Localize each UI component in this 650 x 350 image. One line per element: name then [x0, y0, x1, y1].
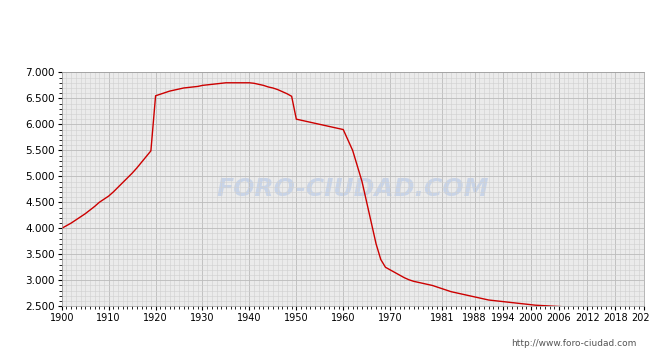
Text: Baños de la Encina (Municipio) - Evolucion del numero de Habitantes: Baños de la Encina (Municipio) - Evoluci…	[95, 14, 555, 27]
Text: FORO-CIUDAD.COM: FORO-CIUDAD.COM	[216, 177, 489, 201]
Text: http://www.foro-ciudad.com: http://www.foro-ciudad.com	[512, 339, 637, 348]
